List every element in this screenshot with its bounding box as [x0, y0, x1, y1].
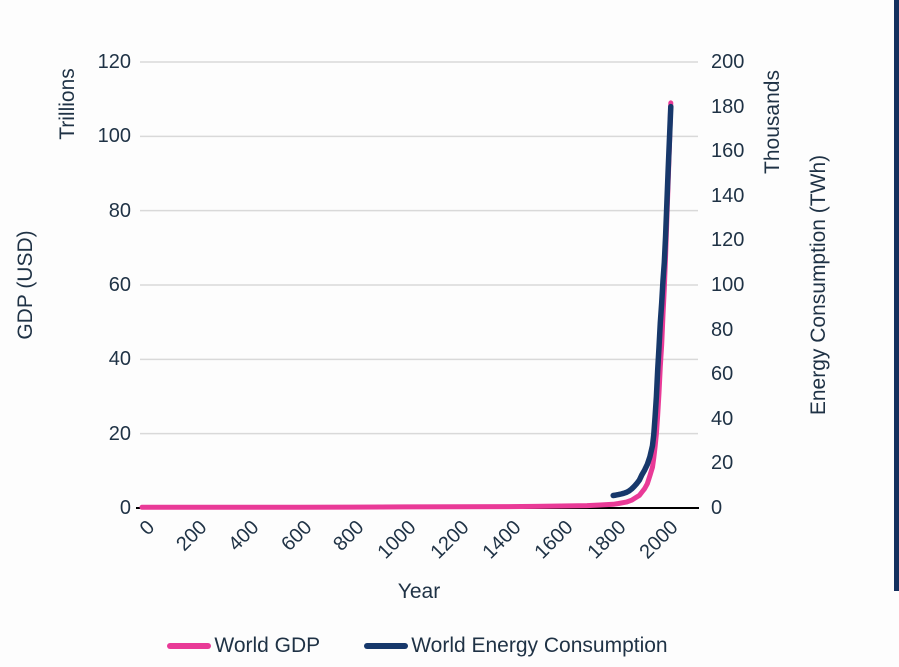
legend-item-world-energy-consumption: World Energy Consumption	[364, 634, 668, 658]
world-gdp-line	[139, 100, 674, 510]
legend: World GDP World Energy Consumption	[0, 634, 889, 658]
x-axis-title: Year	[397, 580, 441, 603]
y-left-tick-label: 80	[108, 199, 131, 222]
y-left-tick-label: 0	[119, 497, 131, 519]
y-right-tick-label: 180	[711, 95, 745, 118]
legend-item-world-gdp: World GDP	[167, 634, 320, 658]
y-right-axis-title: Energy Consumption (TWh)	[807, 154, 830, 416]
y-right-tick-label: 60	[711, 363, 734, 386]
legend-label-world-gdp: World GDP	[214, 634, 321, 657]
y-right-tick-label: 200	[711, 51, 745, 73]
y-right-tick-label: 140	[711, 184, 745, 207]
y-right-unit-label: Thousands	[761, 70, 784, 174]
y-left-axis-title: GDP (USD)	[14, 230, 37, 340]
world-energy-consumption-line	[610, 103, 674, 499]
y-right-tick-label: 120	[711, 229, 745, 252]
legend-label-world-energy-consumption: World Energy Consumption	[411, 634, 668, 657]
y-right-tick-label: 20	[711, 452, 734, 475]
y-right-tick-label: 160	[711, 140, 745, 163]
y-left-tick-label: 60	[108, 274, 131, 296]
y-right-tick-label: 0	[711, 497, 723, 519]
y-right-tick-label: 40	[711, 407, 734, 430]
y-left-tick-label: 100	[97, 125, 131, 148]
y-left-unit-label: Trillions	[56, 68, 79, 140]
y-right-tick-label: 80	[711, 318, 734, 341]
y-left-tick-label: 40	[108, 348, 131, 371]
world-energy-consumption-line-swatch	[364, 643, 409, 649]
right-accent-bar	[894, 0, 899, 591]
y-left-tick-label: 120	[97, 51, 131, 73]
y-left-tick-label: 20	[108, 422, 131, 445]
world-gdp-line-swatch	[167, 643, 212, 649]
y-right-tick-label: 100	[711, 274, 745, 296]
